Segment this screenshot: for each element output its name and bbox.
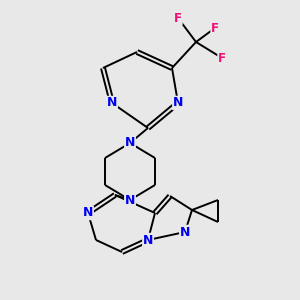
- Text: F: F: [218, 52, 226, 64]
- Text: N: N: [173, 97, 183, 110]
- Text: F: F: [174, 11, 182, 25]
- Text: N: N: [107, 97, 117, 110]
- Text: N: N: [83, 206, 93, 220]
- Text: N: N: [143, 233, 153, 247]
- Text: N: N: [125, 136, 135, 149]
- Text: F: F: [211, 22, 219, 34]
- Text: N: N: [180, 226, 190, 238]
- Text: N: N: [125, 194, 135, 206]
